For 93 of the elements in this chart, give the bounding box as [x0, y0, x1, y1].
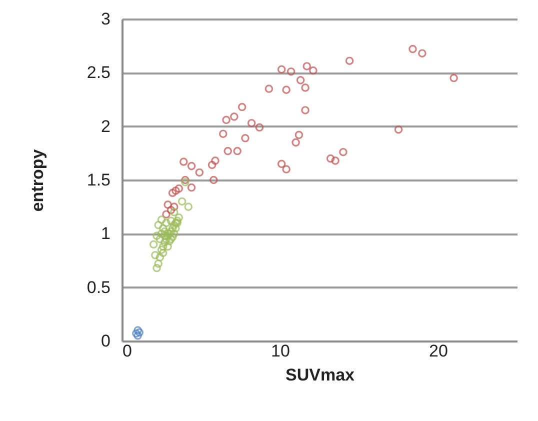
- point: [173, 216, 182, 225]
- point: [172, 186, 180, 195]
- point: [158, 224, 168, 232]
- y-axis-title: entropy: [28, 148, 47, 212]
- point: [301, 84, 310, 92]
- point: [294, 130, 304, 140]
- point: [339, 148, 348, 156]
- point: [241, 134, 250, 142]
- point: [166, 216, 176, 225]
- point: [157, 230, 166, 238]
- point: [151, 250, 160, 260]
- point: [157, 216, 166, 224]
- point: [309, 66, 318, 75]
- point: [166, 227, 176, 236]
- point: [154, 260, 162, 268]
- point: [174, 184, 184, 193]
- point: [345, 56, 354, 66]
- point: [152, 232, 161, 240]
- point: [162, 218, 170, 228]
- point: [181, 176, 190, 184]
- point: [157, 246, 166, 254]
- point: [168, 232, 177, 242]
- point: [135, 328, 144, 337]
- point: [172, 224, 180, 232]
- point: [211, 156, 220, 165]
- point: [170, 230, 178, 238]
- point: [170, 202, 178, 211]
- point: [134, 326, 142, 334]
- y-tick-label: 1: [101, 224, 110, 244]
- point: [450, 74, 458, 82]
- point: [286, 67, 296, 76]
- point: [154, 220, 162, 230]
- point: [160, 227, 169, 236]
- point: [331, 156, 340, 165]
- point: [224, 146, 232, 156]
- point: [168, 188, 177, 198]
- point: [168, 224, 177, 232]
- point: [277, 65, 286, 74]
- point: [326, 154, 335, 163]
- y-tick-label: 2.5: [86, 63, 110, 82]
- point: [174, 213, 184, 222]
- point: [301, 106, 310, 114]
- point: [282, 86, 290, 94]
- point: [149, 240, 158, 249]
- point: [164, 242, 172, 251]
- point: [156, 234, 164, 244]
- x-tick-label: 10: [271, 342, 290, 360]
- point: [187, 162, 196, 170]
- point: [178, 197, 186, 206]
- point: [164, 200, 172, 209]
- point: [170, 208, 178, 216]
- point: [302, 62, 312, 70]
- point: [181, 178, 190, 186]
- x-axis-title: SUVmax: [286, 366, 356, 384]
- point: [156, 253, 164, 262]
- y-tick-label: 2: [101, 116, 110, 136]
- point: [233, 146, 242, 156]
- point: [282, 165, 290, 174]
- point: [277, 160, 286, 168]
- y-tick-label: 0.5: [86, 278, 110, 297]
- point: [208, 160, 216, 170]
- point: [238, 102, 246, 112]
- x-tick-label: 0: [122, 342, 132, 360]
- point: [179, 158, 188, 166]
- point: [132, 329, 140, 338]
- point: [418, 49, 426, 58]
- point: [184, 202, 193, 211]
- point: [222, 116, 230, 124]
- point: [255, 123, 264, 132]
- point: [195, 168, 204, 177]
- point: [209, 176, 218, 184]
- y-tick-label: 1.5: [86, 170, 110, 190]
- point: [162, 234, 170, 244]
- point: [408, 44, 417, 54]
- point: [230, 112, 238, 121]
- point: [218, 130, 228, 138]
- point: [165, 237, 174, 246]
- point: [158, 248, 168, 258]
- point: [152, 264, 161, 272]
- point: [160, 232, 169, 240]
- point: [160, 238, 169, 246]
- point: [158, 242, 168, 251]
- point: [394, 125, 403, 134]
- point: [292, 138, 300, 147]
- point: [162, 210, 170, 218]
- point: [264, 84, 274, 93]
- point: [187, 183, 196, 192]
- point: [166, 206, 176, 214]
- point: [247, 118, 256, 128]
- point: [296, 76, 305, 84]
- x-tick-label: 20: [429, 342, 448, 360]
- point: [170, 220, 178, 230]
- y-tick-label: 3: [101, 10, 110, 28]
